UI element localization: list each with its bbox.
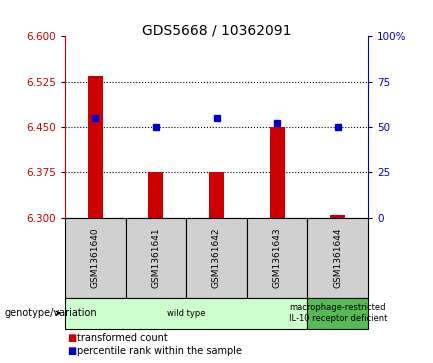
Bar (148, 172, 164, 218)
Text: GSM1361644: GSM1361644 (333, 228, 342, 288)
Bar (87, 76, 103, 218)
Text: percentile rank within the sample: percentile rank within the sample (77, 346, 242, 356)
Bar (269, 127, 285, 218)
Text: GSM1361640: GSM1361640 (91, 227, 100, 288)
Text: GSM1361641: GSM1361641 (152, 227, 160, 288)
Text: wild type: wild type (167, 309, 205, 318)
Text: GDS5668 / 10362091: GDS5668 / 10362091 (142, 24, 291, 38)
Text: ■: ■ (67, 346, 76, 356)
Bar (330, 215, 346, 218)
Bar (209, 172, 224, 218)
Text: GSM1361643: GSM1361643 (273, 227, 281, 288)
Text: genotype/variation: genotype/variation (4, 308, 97, 318)
Text: transformed count: transformed count (77, 333, 168, 343)
Text: macrophage-restricted
IL-10 receptor deficient: macrophage-restricted IL-10 receptor def… (288, 303, 387, 323)
Text: ■: ■ (67, 333, 76, 343)
Text: GSM1361642: GSM1361642 (212, 228, 221, 288)
